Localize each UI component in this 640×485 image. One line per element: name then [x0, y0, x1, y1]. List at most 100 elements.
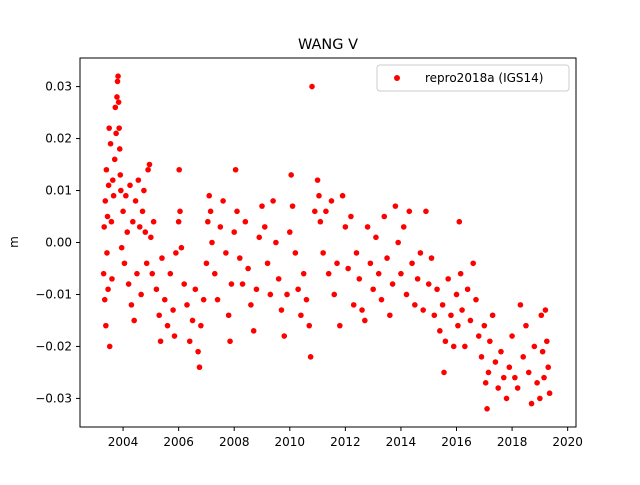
data-point: [245, 265, 251, 272]
data-point: [546, 390, 553, 397]
x-tick-label: 2020: [552, 435, 583, 449]
legend-box: [376, 64, 570, 92]
data-point: [353, 250, 360, 256]
data-point: [184, 302, 190, 308]
data-point: [118, 187, 124, 194]
data-point: [441, 369, 447, 376]
y-axis-label: m: [7, 236, 21, 248]
data-point: [323, 208, 329, 215]
data-point: [537, 395, 543, 402]
chart-title: WANG V: [298, 37, 358, 53]
data-point: [289, 203, 296, 209]
data-point: [153, 286, 160, 293]
data-point: [300, 270, 307, 277]
data-point: [178, 244, 185, 251]
data-point: [442, 338, 449, 345]
y-axis: −0.03 −0.02 −0.01 0.00 0.01 0.02 0.03: [35, 80, 80, 405]
data-point: [459, 307, 465, 313]
data-point: [498, 348, 504, 355]
data-point: [481, 322, 488, 329]
data-point: [389, 281, 396, 287]
data-point: [470, 260, 476, 267]
data-point: [220, 198, 226, 204]
data-point: [456, 218, 463, 225]
x-tick-label: 2006: [163, 435, 194, 449]
data-point: [115, 99, 122, 105]
data-point: [348, 213, 354, 220]
data-point: [142, 229, 149, 235]
data-point: [101, 296, 108, 303]
x-tick-label: 2012: [330, 435, 361, 449]
data-point: [138, 291, 144, 298]
data-point: [101, 224, 107, 230]
data-point: [362, 317, 368, 324]
x-tick-label: 2008: [219, 435, 250, 449]
y-tick-label: −0.02: [35, 339, 72, 353]
y-tick-label: −0.01: [35, 287, 72, 301]
data-point: [236, 255, 243, 261]
y-tick-label: 0.03: [45, 80, 72, 94]
data-point: [534, 380, 540, 386]
data-point: [482, 380, 489, 386]
data-point: [306, 322, 313, 329]
x-tick-label: 2010: [275, 435, 306, 449]
data-point: [173, 250, 179, 256]
data-point: [205, 218, 211, 225]
y-tick-label: 0.00: [45, 236, 72, 250]
data-point: [337, 322, 343, 329]
data-point: [192, 286, 199, 293]
data-point: [331, 291, 338, 298]
data-point: [145, 166, 151, 173]
data-point: [520, 354, 526, 360]
data-point: [506, 364, 513, 371]
x-tick-label: 2018: [497, 435, 528, 449]
data-point: [177, 208, 183, 215]
data-point: [103, 322, 109, 329]
data-point: [431, 312, 438, 319]
data-point: [298, 312, 304, 319]
data-point: [264, 260, 271, 267]
data-point: [541, 374, 547, 381]
data-point: [104, 250, 110, 256]
data-point: [109, 177, 116, 183]
data-point: [267, 291, 274, 298]
data-point: [110, 192, 117, 199]
data-point: [109, 276, 115, 282]
data-point: [242, 218, 249, 225]
data-point: [200, 296, 207, 303]
data-point: [409, 260, 415, 267]
data-point: [484, 406, 490, 412]
data-point: [161, 296, 168, 303]
data-point: [270, 198, 276, 204]
data-point: [139, 208, 146, 215]
data-point: [350, 302, 357, 308]
data-point: [345, 265, 351, 272]
data-point: [539, 348, 546, 355]
data-point: [500, 374, 507, 381]
data-point: [273, 239, 279, 246]
data-point: [453, 291, 460, 298]
data-point: [509, 333, 515, 339]
data-point: [115, 73, 121, 79]
x-tick-label: 2014: [386, 435, 417, 449]
data-point: [278, 307, 285, 313]
data-point: [288, 172, 294, 178]
data-point: [225, 312, 232, 319]
data-point: [428, 255, 435, 261]
data-point: [111, 156, 118, 163]
data-point: [395, 239, 401, 246]
data-point: [417, 250, 424, 256]
data-point: [286, 229, 293, 235]
data-point: [489, 312, 496, 319]
data-point: [281, 333, 288, 339]
data-point: [423, 208, 429, 215]
data-point: [232, 166, 239, 173]
data-point: [334, 260, 340, 267]
data-point: [503, 395, 510, 402]
data-point: [214, 296, 221, 303]
data-point: [118, 244, 125, 251]
data-point: [445, 276, 451, 282]
data-point: [125, 281, 132, 287]
data-point: [112, 104, 119, 111]
data-point: [406, 208, 413, 215]
